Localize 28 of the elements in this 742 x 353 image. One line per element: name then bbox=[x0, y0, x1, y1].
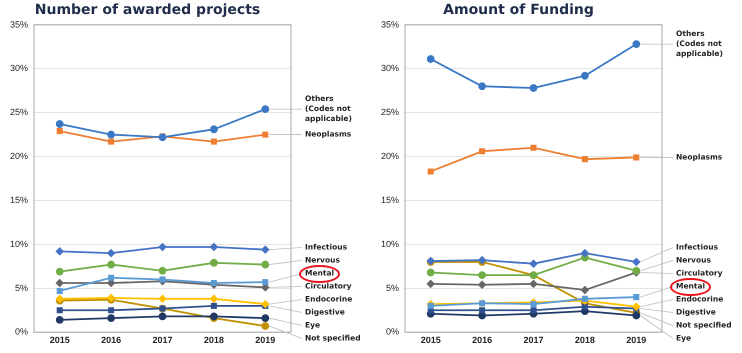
x-tick-label: 2017 bbox=[523, 335, 544, 346]
y-tick-label: 5% bbox=[386, 282, 400, 293]
x-tick-label: 2016 bbox=[472, 335, 492, 346]
y-tick-label: 10% bbox=[10, 238, 28, 249]
x-tick-label: 2015 bbox=[50, 335, 70, 346]
y-tick-label: 10% bbox=[381, 238, 400, 249]
y-tick-label: 35% bbox=[381, 19, 400, 30]
y-tick-label: 25% bbox=[10, 107, 28, 118]
x-tick-label: 2015 bbox=[420, 335, 441, 346]
x-tick-label: 2019 bbox=[255, 335, 276, 346]
chart-title: Amount of Funding bbox=[443, 2, 594, 18]
chart-title: Number of awarded projects bbox=[34, 2, 260, 18]
x-tick-label: 2018 bbox=[204, 335, 224, 346]
y-tick-label: 30% bbox=[10, 63, 28, 74]
y-tick-label: 15% bbox=[381, 194, 400, 205]
y-tick-label: 35% bbox=[10, 19, 28, 30]
y-tick-label: 0% bbox=[15, 326, 28, 337]
y-tick-label: 20% bbox=[381, 151, 400, 162]
y-tick-label: 25% bbox=[381, 107, 400, 118]
x-tick-label: 2017 bbox=[152, 335, 173, 346]
y-tick-label: 0% bbox=[386, 326, 400, 337]
y-tick-label: 5% bbox=[15, 282, 28, 293]
x-tick-label: 2019 bbox=[626, 335, 646, 346]
x-tick-label: 2016 bbox=[101, 335, 122, 346]
x-tick-label: 2018 bbox=[574, 335, 595, 346]
y-tick-label: 20% bbox=[10, 151, 28, 162]
y-tick-label: 30% bbox=[381, 63, 400, 74]
y-tick-label: 15% bbox=[10, 194, 28, 205]
